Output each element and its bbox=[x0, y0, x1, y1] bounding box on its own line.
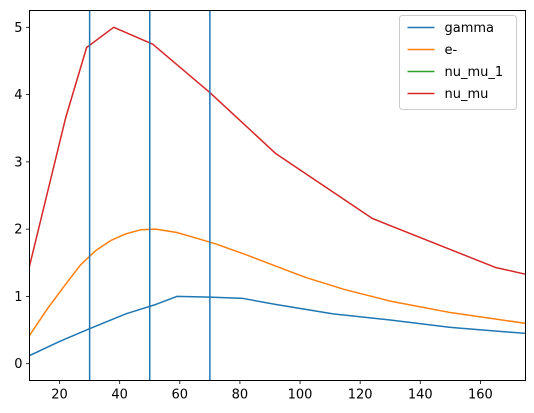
x-tick-label: 140 bbox=[408, 388, 433, 403]
y-axis-ticks: 0 1 2 3 4 5 bbox=[14, 21, 30, 372]
legend-label-nu_mu: nu_mu bbox=[445, 87, 489, 102]
y-tick-label: 2 bbox=[14, 223, 22, 238]
x-tick-label: 120 bbox=[348, 388, 373, 403]
legend-label-gamma: gamma bbox=[445, 21, 495, 36]
legend: gamma e-nu_mu_1 nu_mu bbox=[399, 15, 517, 110]
y-tick-label: 1 bbox=[14, 290, 22, 305]
x-tick-label: 100 bbox=[288, 388, 313, 403]
x-axis-ticks: 20 40 60 80 100 120 140 160 bbox=[51, 380, 493, 403]
y-tick-label: 4 bbox=[14, 88, 22, 103]
y-tick-label: 5 bbox=[14, 21, 22, 36]
vertical-lines bbox=[88, 10, 211, 381]
x-tick-label: 40 bbox=[111, 388, 128, 403]
legend-label-nu_mu_1: nu_mu_1 bbox=[445, 65, 504, 80]
x-tick-label: 60 bbox=[172, 388, 189, 403]
y-tick-label: 0 bbox=[14, 357, 22, 372]
axes-frame bbox=[29, 10, 526, 381]
series-line-nu_mu bbox=[29, 26, 526, 275]
y-tick-label: 3 bbox=[14, 155, 22, 170]
legend-box bbox=[399, 15, 517, 110]
x-tick-label: 160 bbox=[468, 388, 493, 403]
series-line-e- bbox=[29, 228, 526, 337]
legend-label-e-: e- bbox=[445, 43, 458, 58]
x-tick-label: 80 bbox=[232, 388, 249, 403]
x-tick-label: 20 bbox=[51, 388, 68, 403]
